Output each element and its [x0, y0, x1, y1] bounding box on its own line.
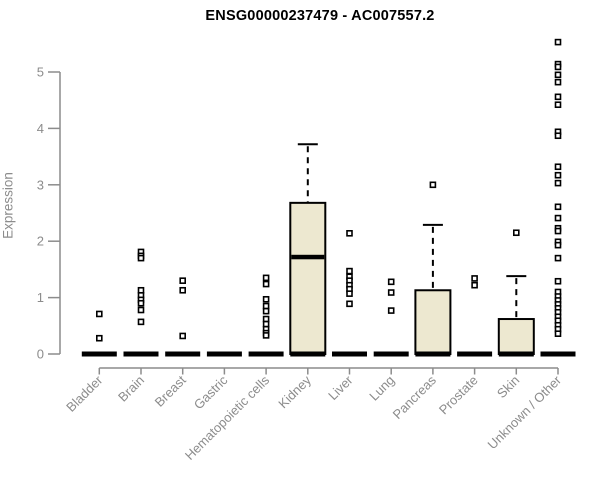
- x-axis-category-label: Kidney: [275, 372, 314, 411]
- box-rect: [414, 289, 452, 356]
- outlier-point: [554, 227, 562, 235]
- y-axis-tick-label: 5: [37, 65, 44, 80]
- box-group-gastric: [206, 351, 242, 357]
- outlier-point: [554, 93, 562, 101]
- x-axis-category-label: Lung: [366, 373, 397, 404]
- outlier-point: [554, 254, 562, 262]
- x-axis-category-label: Liver: [325, 372, 356, 403]
- outlier-point: [262, 307, 270, 315]
- outlier-point: [471, 275, 478, 282]
- outlier-point: [262, 274, 270, 282]
- box-group-breast: [165, 277, 201, 357]
- box-group-liver: [332, 230, 367, 357]
- x-axis-category-label: Skin: [494, 373, 522, 401]
- zero-bar: [498, 351, 534, 357]
- y-axis-tick-label: 2: [37, 234, 44, 249]
- y-axis: 0 1 2 3 4 5: [37, 65, 61, 362]
- zero-bar: [290, 351, 326, 357]
- box-group-unknown-other: [540, 38, 576, 357]
- zero-bar: [415, 351, 451, 357]
- zero-bar: [332, 351, 367, 357]
- outlier-point: [554, 163, 562, 171]
- outlier-point: [429, 181, 437, 189]
- x-axis-category-label: Unknown / Other: [485, 372, 565, 452]
- outlier-point: [512, 229, 520, 237]
- box-group-bladder: [81, 310, 117, 357]
- y-axis-tick-label: 3: [37, 177, 44, 192]
- outlier-point: [554, 330, 562, 337]
- outlier-point: [346, 230, 353, 237]
- x-axis-category-label: Gastric: [191, 372, 231, 412]
- outlier-point: [471, 281, 478, 289]
- outlier-point: [554, 63, 562, 71]
- box-group-hematopoietic-cells: [248, 274, 284, 357]
- y-axis-tick-label: 1: [37, 290, 44, 305]
- zero-bar: [373, 351, 409, 357]
- outlier-point: [179, 286, 186, 294]
- outlier-point: [387, 307, 395, 314]
- outlier-point: [554, 241, 562, 249]
- x-axis-category-label: Bladder: [63, 372, 106, 415]
- outlier-point: [179, 277, 186, 284]
- zero-bar: [165, 351, 201, 357]
- outlier-point: [262, 302, 270, 310]
- outlier-point: [554, 214, 562, 222]
- box-group-pancreas: [414, 181, 452, 357]
- x-axis-category-label: Brain: [115, 373, 147, 405]
- outlier-point: [554, 203, 562, 211]
- y-axis-tick-label: 0: [37, 347, 44, 362]
- zero-bar: [123, 351, 159, 357]
- outlier-point: [387, 278, 395, 286]
- outlier-point: [137, 306, 145, 314]
- zero-bar: [540, 351, 576, 357]
- zero-bar: [457, 351, 493, 357]
- x-axis-category-label: Breast: [152, 372, 189, 409]
- outlier-point: [346, 290, 353, 297]
- outlier-point: [554, 38, 562, 46]
- x-axis-category-label: Pancreas: [390, 372, 440, 422]
- outlier-point: [554, 71, 562, 79]
- outlier-point: [96, 310, 103, 318]
- outlier-point: [554, 179, 562, 187]
- outlier-point: [346, 300, 353, 308]
- outlier-point: [554, 101, 562, 109]
- outlier-point: [137, 318, 145, 326]
- box-group-brain: [123, 248, 159, 357]
- box-group-skin: [497, 229, 535, 357]
- outlier-point: [262, 315, 270, 323]
- outlier-point: [137, 286, 145, 294]
- outlier-point: [262, 280, 270, 288]
- box-group-lung: [373, 278, 409, 357]
- outlier-point: [554, 78, 562, 86]
- outlier-point: [96, 334, 103, 342]
- outlier-point: [137, 254, 145, 262]
- median-line: [291, 254, 325, 260]
- outlier-point: [554, 277, 562, 285]
- box-rect: [289, 201, 327, 355]
- box-rect: [497, 318, 535, 356]
- zero-bar: [248, 351, 284, 357]
- box-group-prostate: [457, 275, 493, 357]
- outlier-point: [387, 289, 395, 296]
- y-axis-tick-label: 4: [37, 121, 44, 136]
- outlier-point: [262, 332, 270, 339]
- outlier-point: [137, 299, 145, 307]
- outlier-point: [346, 267, 353, 275]
- chart-title: ENSG00000237479 - AC007557.2: [205, 8, 435, 24]
- outlier-point: [262, 320, 270, 328]
- zero-bar: [206, 351, 242, 357]
- outlier-point: [262, 295, 270, 303]
- outlier-point: [554, 171, 562, 179]
- box-group-kidney: [289, 143, 327, 357]
- outlier-point: [179, 332, 186, 340]
- outlier-point: [554, 132, 562, 140]
- x-axis-category-label: Prostate: [436, 373, 481, 418]
- zero-bar: [81, 351, 117, 357]
